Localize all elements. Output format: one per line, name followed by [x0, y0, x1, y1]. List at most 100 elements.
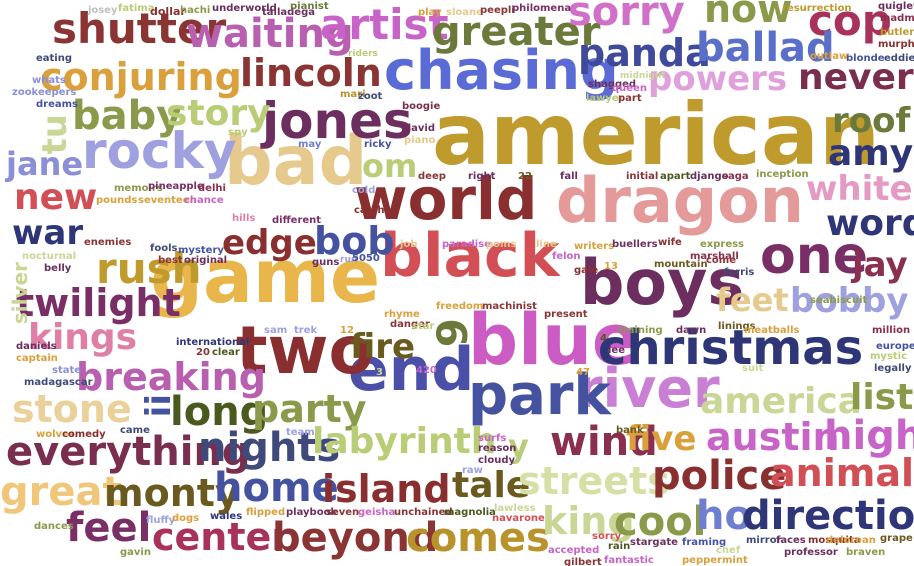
word-american: american — [432, 85, 881, 185]
word-edge: edge — [222, 223, 317, 263]
word-silver: silver — [8, 262, 32, 325]
word-feet: feet — [716, 281, 789, 319]
word-international: international — [176, 337, 250, 348]
word-fall: fall — [560, 171, 578, 182]
word-nocturnal: nocturnal — [22, 251, 77, 262]
word-faces: faces — [776, 535, 806, 546]
word-ii: ii — [139, 394, 179, 418]
word-inception: inception — [756, 169, 809, 180]
word-madman: madman — [880, 13, 914, 24]
word-greater: greater — [432, 9, 601, 55]
word-jones: jones — [262, 92, 413, 150]
word-sorry: sorry — [568, 0, 685, 35]
word-rain: rain — [608, 541, 631, 552]
word-war: war — [12, 213, 84, 253]
word-saga: saga — [722, 171, 749, 182]
word-initial: initial — [626, 171, 659, 182]
word-bobby: bobby — [790, 281, 909, 321]
word-state: state — [52, 365, 82, 376]
word-wind: wind — [550, 419, 658, 465]
word-420: 420 — [416, 365, 437, 376]
word-king: king — [542, 499, 635, 543]
word-run: run — [340, 255, 358, 265]
word-braven: braven — [846, 547, 886, 558]
word-high: high — [824, 413, 914, 459]
word-mari: mari — [340, 89, 366, 100]
word-delhi: delhi — [198, 183, 226, 194]
word-training: training — [618, 325, 663, 336]
word-right: right — [468, 171, 496, 182]
word-captain: captain — [16, 353, 58, 364]
word-one: one — [760, 226, 869, 286]
word-bad: bad — [224, 122, 368, 201]
word-accepted: accepted — [548, 545, 600, 556]
word-shutter: shutter — [52, 4, 227, 53]
word-never: never — [798, 57, 914, 98]
word-labyrinth: labyrinth — [312, 421, 497, 462]
word-great: great — [0, 469, 122, 515]
word-spy: spy — [228, 127, 248, 138]
word-danger: danger — [390, 319, 430, 330]
word-panda: panda — [578, 31, 711, 75]
word-dances: dances — [34, 521, 74, 532]
word-freedom: freedom — [436, 301, 484, 312]
word-dawn: dawn — [676, 325, 707, 336]
word-22: 22 — [518, 171, 532, 182]
word-boogie: boogie — [402, 101, 441, 112]
word-fantastic: fantastic — [604, 555, 654, 566]
word-line: line — [536, 239, 557, 250]
word-queen: queen — [612, 83, 647, 94]
word-world: world — [354, 165, 538, 233]
word-12: 12 — [340, 325, 354, 336]
word-black: black — [380, 221, 560, 291]
word-baby: baby — [72, 93, 183, 139]
word-om: om — [362, 147, 418, 185]
word-framing: framing — [682, 537, 727, 548]
word-machinist: machinist — [482, 301, 537, 312]
word-lawless: lawless — [494, 503, 536, 514]
word-center: center — [152, 515, 291, 559]
word-deep: deep — [418, 171, 446, 182]
word-whats: whats — [32, 75, 66, 86]
word-marshall: marshall — [690, 251, 739, 262]
word-riders: riders — [348, 49, 378, 59]
word-wales: wales — [210, 511, 243, 522]
word-magnolia: magnolia — [444, 507, 496, 518]
word-grape: grape — [880, 533, 913, 544]
word-tu: tu — [35, 114, 75, 155]
word-hills: hills — [232, 213, 256, 224]
word-sorry: sorry — [592, 531, 622, 542]
word-america: america — [700, 381, 862, 422]
word-original: original — [184, 255, 228, 266]
word-fatima: fatima — [118, 3, 155, 14]
word-catch: catch — [354, 205, 385, 216]
word-9: 9 — [428, 318, 477, 348]
word-come: come — [706, 255, 736, 266]
word-4: 4 — [600, 333, 607, 344]
word-waiting: waiting — [186, 11, 354, 57]
word-pineapple: pineapple — [148, 181, 204, 192]
word-part: part — [618, 93, 642, 104]
word-shagged: shagged — [588, 79, 637, 90]
word-stargate: stargate — [630, 537, 678, 548]
word-game: game — [150, 234, 381, 320]
word-play: play — [418, 7, 442, 18]
word-butler: butler — [880, 27, 914, 38]
word-word: word — [826, 203, 914, 244]
word-police: police — [652, 453, 787, 499]
word-zoot: zoot — [358, 91, 383, 102]
word-cool: cool — [614, 499, 707, 545]
word-13: 13 — [604, 261, 618, 272]
word-feel: feel — [66, 505, 152, 551]
word-belly: belly — [44, 263, 72, 274]
word-fluffy: fluffy — [146, 515, 176, 526]
word-ferris: ferris — [724, 267, 755, 278]
word-peppermint: peppermint — [682, 555, 748, 566]
word-gale: gale — [574, 265, 599, 276]
word-austin: austin — [706, 415, 840, 459]
word-django: django — [690, 171, 729, 182]
word-josey: josey — [88, 5, 118, 16]
word-jane: jane — [6, 145, 84, 183]
word-lawyer: lawyer — [586, 93, 624, 104]
